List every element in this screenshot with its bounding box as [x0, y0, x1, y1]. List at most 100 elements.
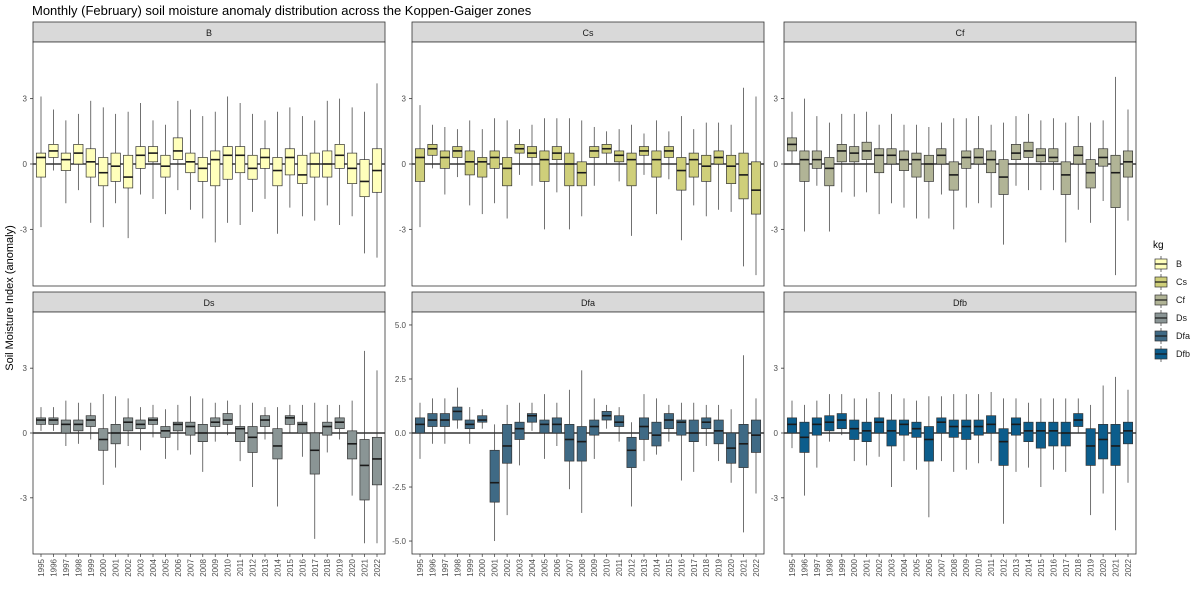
- y-tick-label: -5.0: [392, 537, 406, 546]
- box-dfa-2002: [502, 404, 513, 516]
- box-dfa-2009: [589, 398, 600, 459]
- box-ds-2019: [334, 404, 345, 440]
- box-b-1996: [48, 109, 59, 171]
- box-body: [98, 157, 109, 187]
- box-cs-1999: [464, 120, 475, 206]
- box-body: [172, 137, 183, 160]
- panel-strip-label: Dfa: [581, 298, 595, 308]
- x-tick-label: 2021: [740, 558, 749, 576]
- box-body: [898, 419, 910, 436]
- x-tick-label: 2014: [1024, 558, 1033, 576]
- box-body: [626, 436, 637, 468]
- box-dfa-2000: [477, 409, 488, 429]
- x-tick-label: 1999: [838, 558, 847, 576]
- x-tick-label: 2017: [1062, 558, 1071, 576]
- box-body: [1048, 148, 1059, 163]
- box-body: [614, 150, 625, 163]
- box-body: [898, 150, 910, 171]
- legend-item-b: B: [1154, 256, 1182, 272]
- box-b-2010: [222, 96, 233, 223]
- box-dfa-2007: [564, 389, 575, 490]
- box-cs-2020: [726, 124, 737, 212]
- box-body: [259, 148, 271, 169]
- box-dfa-2010: [601, 404, 612, 429]
- box-dfa-1998: [452, 387, 463, 429]
- box-body: [309, 152, 320, 178]
- x-tick-label: 2022: [373, 558, 382, 576]
- box-ds-2012: [247, 402, 258, 488]
- box-body: [738, 424, 749, 468]
- box-cf-1996: [799, 98, 810, 232]
- x-tick-label: 2014: [273, 558, 282, 576]
- box-body: [1010, 144, 1022, 160]
- x-tick-label: 2000: [99, 558, 108, 576]
- box-b-2004: [147, 120, 159, 199]
- box-body: [439, 150, 450, 169]
- box-cs-2018: [701, 122, 712, 217]
- x-tick-label: 2009: [962, 558, 971, 576]
- box-cf-2000: [849, 113, 860, 197]
- x-tick-label: 2022: [1124, 558, 1133, 576]
- y-tick-label: 0: [23, 160, 28, 169]
- box-body: [663, 413, 674, 430]
- box-body: [1023, 421, 1034, 442]
- box-b-2000: [98, 107, 109, 228]
- x-tick-label: 2022: [752, 558, 761, 576]
- box-body: [651, 150, 662, 178]
- x-tick-label: 2020: [727, 558, 736, 576]
- box-body: [309, 432, 320, 475]
- box-body: [110, 152, 121, 182]
- legend-item-cf: Cf: [1154, 292, 1185, 308]
- box-cf-1998: [824, 122, 835, 232]
- y-tick-label: -3: [771, 494, 779, 503]
- x-tick-label: 2007: [186, 558, 195, 576]
- x-tick-label: 1998: [825, 558, 834, 576]
- box-cf-1995: [786, 111, 798, 164]
- x-tick-label: 2018: [1074, 558, 1083, 576]
- box-dfb-2014: [1023, 402, 1034, 468]
- box-body: [160, 426, 171, 438]
- box-dfb-2010: [973, 394, 984, 464]
- box-dfa-2001: [489, 424, 500, 542]
- box-dfb-2000: [849, 398, 860, 462]
- panel-cs: Cs -3 0 3: [399, 21, 765, 287]
- y-tick-label: 0: [774, 160, 779, 169]
- box-dfa-2016: [676, 402, 687, 481]
- box-cs-1996: [427, 124, 438, 169]
- x-tick-label: 2015: [665, 558, 674, 576]
- box-body: [849, 419, 860, 440]
- box-body: [489, 449, 500, 503]
- box-dfb-2013: [1010, 398, 1022, 472]
- box-ds-2002: [123, 398, 134, 446]
- box-body: [235, 146, 246, 174]
- legend-title: kg: [1153, 240, 1164, 251]
- box-cs-2022: [750, 96, 762, 276]
- box-body: [626, 152, 637, 187]
- box-b-2001: [110, 113, 121, 204]
- box-body: [48, 417, 59, 425]
- x-tick-label: 2013: [1012, 558, 1021, 576]
- panel-ds: Ds -3 0 3 1995 1996 1997 1998 1999 2000 2001 2002 20…: [20, 291, 386, 577]
- panel-dfb: Dfb -3 0 3 1995 1996 1997 1998 1999 2000 2001 2002 2…: [771, 291, 1137, 577]
- y-tick-label: -3: [20, 225, 28, 234]
- x-tick-label: 1995: [416, 558, 425, 576]
- box-cs-1995: [414, 105, 426, 228]
- y-axis-label: Soil Moisture Index (anomaly): [4, 225, 16, 371]
- box-body: [936, 417, 947, 434]
- y-tick-label: -3: [771, 225, 779, 234]
- panel-strip-label: B: [206, 28, 212, 38]
- x-tick-label: 2001: [863, 558, 872, 576]
- box-body: [85, 415, 96, 427]
- box-dfb-2004: [898, 398, 910, 462]
- x-tick-label: 1999: [466, 558, 475, 576]
- box-body: [1060, 421, 1071, 447]
- box-body: [1110, 154, 1121, 208]
- box-cs-2002: [502, 120, 513, 219]
- box-b-1999: [85, 100, 96, 223]
- box-body: [688, 419, 699, 442]
- box-ds-2020: [347, 400, 358, 496]
- box-ds-1998: [73, 402, 84, 444]
- x-tick-label: 2001: [112, 558, 121, 576]
- box-b-2018: [322, 100, 333, 206]
- box-dfb-1995: [786, 400, 798, 449]
